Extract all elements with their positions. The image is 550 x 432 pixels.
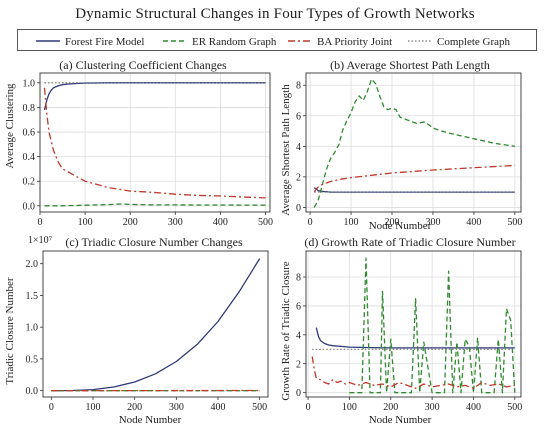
axes: 0 100 200 300 400 500 0 2 4 6 8 [296, 250, 522, 413]
series-lines [311, 257, 516, 394]
x-tick-label: 500 [252, 402, 267, 413]
x-tick-label: 300 [425, 217, 440, 228]
x-tick-label: 400 [466, 217, 481, 228]
y-tick-label: 6 [296, 111, 301, 122]
y-tick-label: 2 [296, 172, 301, 183]
x-axis-label: Node Number [369, 220, 432, 232]
plot-frame [42, 250, 269, 398]
grid [39, 73, 270, 212]
grid [306, 73, 521, 212]
panel-growth-rate: (d) Growth Rate of Triadic Closure Numbe… [280, 235, 522, 426]
y-tick-label: 0 [296, 203, 301, 214]
series-lines [43, 82, 266, 207]
series-line-forest-fire-model [51, 258, 261, 392]
series-line-er-random-graph [313, 78, 515, 208]
legend-item-ba-priority: BA Priority Joint [288, 36, 392, 48]
y-tick-label: 2.0 [26, 259, 39, 270]
series-lines [313, 78, 515, 208]
axes: 0 100 200 300 400 500 0 2 4 6 8 [296, 72, 522, 228]
plot-frame [305, 250, 522, 398]
x-tick-label: 300 [169, 402, 184, 413]
x-axis-label: Node Number [119, 414, 182, 426]
grid [306, 251, 521, 397]
x-tick-label: 0 [306, 402, 311, 413]
series-line-forest-fire-model [313, 187, 515, 193]
x-tick-label: 0 [49, 402, 54, 413]
legend-label: Complete Graph [437, 36, 511, 48]
y-tick-label: 0.6 [23, 128, 36, 139]
panel-clustering: (a) Clustering Coefficient Changes Avera… [4, 58, 273, 228]
y-tick-label: 4 [296, 142, 301, 153]
x-tick-label: 400 [211, 402, 226, 413]
legend-label: ER Random Graph [192, 36, 277, 48]
figure-title: Dynamic Structural Changes in Four Types… [75, 6, 475, 22]
y-tick-label: 0.4 [23, 152, 36, 163]
series-line-forest-fire-model [43, 82, 266, 111]
x-tick-label: 200 [123, 217, 138, 228]
x-tick-label: 200 [383, 402, 398, 413]
legend-item-er-random: ER Random Graph [163, 36, 277, 48]
series-line-ba-priority-joint [311, 356, 515, 389]
series-line-er-random-graph [44, 203, 266, 207]
x-tick-label: 0 [38, 217, 43, 228]
y-tick-label: 8 [296, 81, 301, 92]
y-tick-label: 6 [296, 301, 301, 312]
y-tick-label: 1.0 [23, 78, 36, 89]
x-tick-label: 100 [342, 402, 357, 413]
x-tick-label: 500 [507, 217, 522, 228]
y-tick-label: 8 [296, 273, 301, 284]
axes: 0 100 200 300 400 500 0.0 0.5 1.0 1.5 2.0 [26, 250, 269, 413]
x-tick-label: 100 [78, 217, 93, 228]
legend-item-complete-graph: Complete Graph [408, 36, 511, 48]
legend-label: Forest Fire Model [65, 36, 144, 48]
series-line-er-random-graph [349, 257, 516, 394]
series-line-forest-fire-model [315, 327, 515, 349]
series-line-ba-priority-joint [313, 164, 515, 193]
x-tick-label: 300 [168, 217, 183, 228]
plot-frame [305, 72, 522, 213]
y-axis-label: Triadic Closure Number [4, 277, 16, 384]
legend-swatches: Forest Fire Model ER Random Graph BA Pri… [36, 36, 511, 48]
y-tick-label: 4 [296, 330, 301, 341]
y-tick-label: 0 [296, 388, 301, 399]
x-tick-label: 500 [507, 402, 522, 413]
y-tick-label: 1.0 [26, 323, 39, 334]
panel-title: (d) Growth Rate of Triadic Closure Numbe… [304, 235, 515, 249]
x-tick-label: 100 [86, 402, 101, 413]
y-multiplier: 1×10⁷ [28, 235, 53, 246]
x-tick-label: 100 [344, 217, 359, 228]
y-tick-label: 0.0 [26, 386, 39, 397]
y-axis-label: Average Clustering [4, 83, 16, 169]
y-tick-label: 0.0 [23, 201, 36, 212]
panel-triadic-number: (c) Triadic Closure Number Changes 1×10⁷… [4, 235, 269, 426]
series-lines [51, 258, 261, 392]
panel-title: (b) Average Shortest Path Length [330, 58, 490, 72]
legend: Forest Fire Model ER Random Graph BA Pri… [17, 29, 537, 51]
legend-item-forest-fire: Forest Fire Model [36, 36, 144, 48]
axes: 0 100 200 300 400 500 0.0 0.2 0.4 0.6 0.8 1.0 [23, 72, 273, 228]
y-tick-label: 0.5 [26, 354, 39, 365]
plot-frame [39, 72, 271, 213]
y-axis-label: Average Shortest Path Length [280, 84, 292, 216]
legend-label: BA Priority Joint [317, 36, 392, 48]
y-tick-label: 0.8 [23, 103, 36, 114]
panel-title: (a) Clustering Coefficient Changes [59, 58, 227, 72]
y-tick-label: 2 [296, 359, 301, 370]
x-tick-label: 400 [466, 402, 481, 413]
y-axis-label: Growth Rate of Triadic Closure [280, 261, 292, 400]
x-tick-label: 300 [425, 402, 440, 413]
series-line-ba-priority-joint [43, 87, 266, 199]
x-tick-label: 200 [385, 217, 400, 228]
y-tick-label: 0.2 [23, 177, 36, 188]
x-tick-label: 400 [213, 217, 228, 228]
panel-title: (c) Triadic Closure Number Changes [65, 235, 243, 249]
panel-shortest-path: (b) Average Shortest Path Length Average… [280, 58, 522, 232]
x-tick-label: 200 [127, 402, 142, 413]
y-tick-label: 1.5 [26, 291, 39, 302]
x-tick-label: 500 [258, 217, 273, 228]
x-axis-label: Node Number [369, 414, 432, 426]
x-tick-label: 0 [308, 217, 313, 228]
